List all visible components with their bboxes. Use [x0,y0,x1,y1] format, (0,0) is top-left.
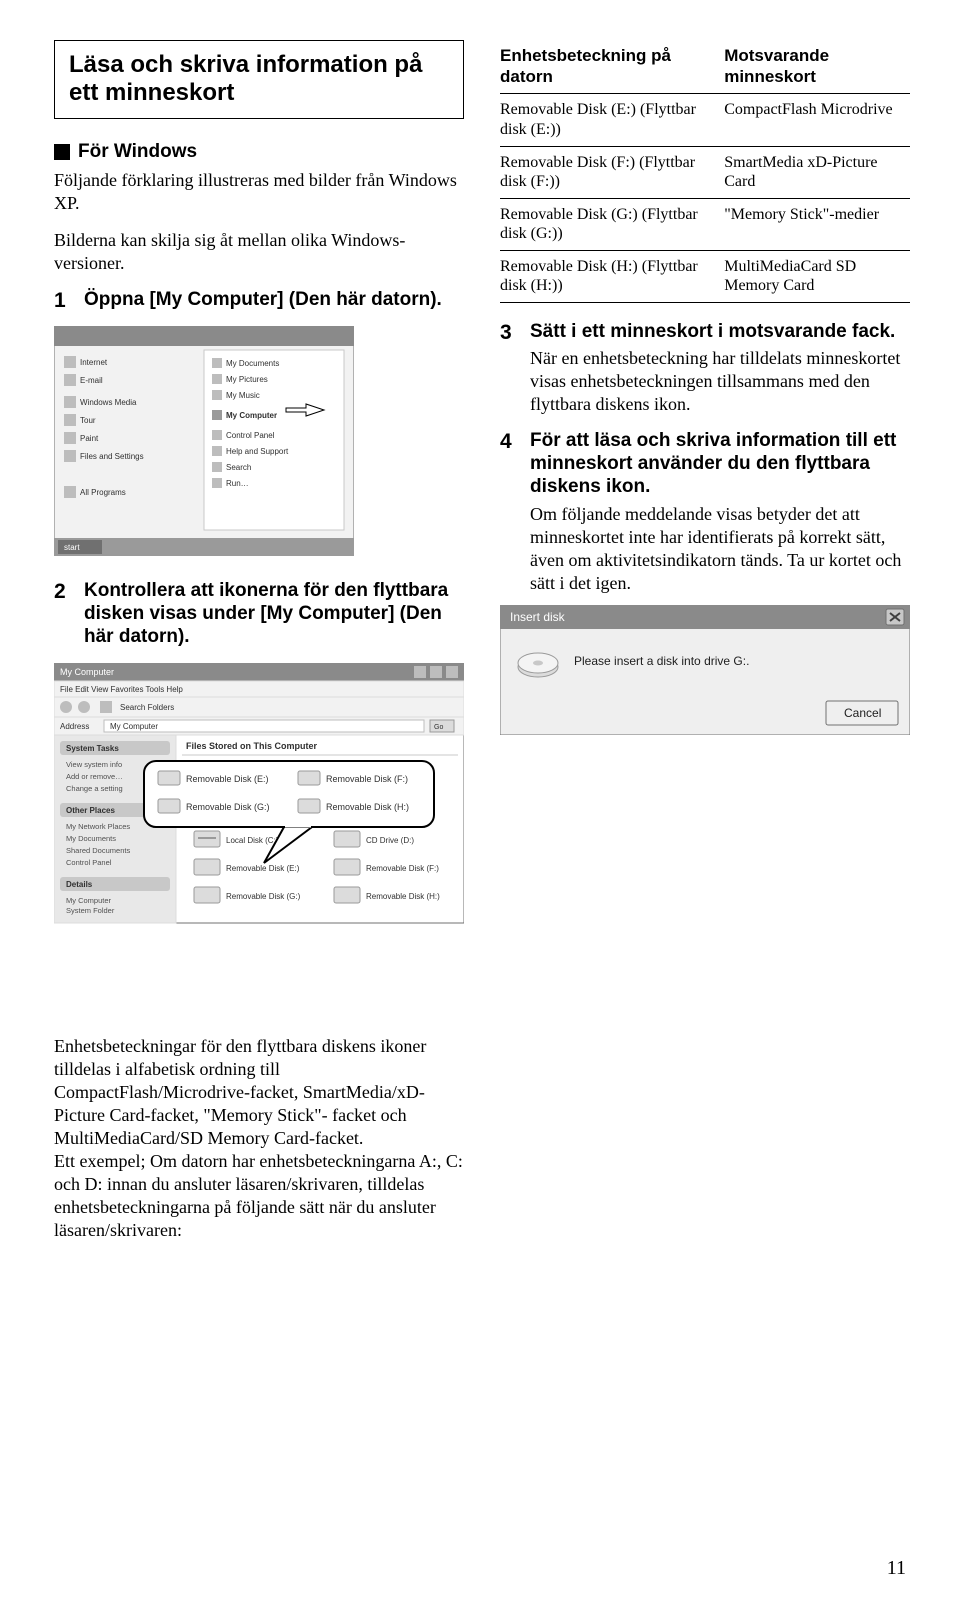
svg-text:My Network Places: My Network Places [66,822,130,831]
table-row: Removable Disk (H:) (Flyttbar disk (H:))… [500,250,910,302]
os-heading-text: För Windows [78,141,197,163]
svg-text:Files Stored on This Computer: Files Stored on This Computer [186,741,318,751]
svg-text:Search Folders: Search Folders [120,703,174,712]
step-3-title: Sätt i ett minneskort i motsvarande fack… [530,321,910,344]
table-head-1: Enhetsbeteckning på datorn [500,40,724,94]
dialog-title: Insert disk [510,610,566,624]
step-3: 3 Sätt i ett minneskort i motsvarande fa… [500,321,910,417]
svg-text:E-mail: E-mail [80,376,103,385]
svg-text:start: start [64,543,80,552]
figure-my-computer: My Computer File Edit View Favorites Too… [54,663,464,983]
svg-text:Paint: Paint [80,434,99,443]
step-2: 2 Kontrollera att ikonerna för den flytt… [54,580,464,652]
dialog-message: Please insert a disk into drive G:. [574,654,749,668]
footer-paragraph: Enhetsbeteckningar för den flyttbara dis… [54,1035,464,1242]
svg-text:Other Places: Other Places [66,806,115,815]
svg-text:Go: Go [434,724,443,731]
step-2-title: Kontrollera att ikonerna för den flyttba… [84,580,464,648]
figure-insert-disk-dialog: Insert disk Please insert a disk into dr… [500,605,910,735]
svg-text:Local Disk (C:): Local Disk (C:) [226,836,279,845]
svg-text:My Computer: My Computer [110,722,158,731]
step-4: 4 För att läsa och skriva information ti… [500,430,910,595]
svg-text:System Tasks: System Tasks [66,744,119,753]
svg-text:Removable Disk (H:): Removable Disk (H:) [366,892,440,901]
svg-text:Details: Details [66,880,93,889]
table-row: Removable Disk (E:) (Flyttbar disk (E:))… [500,94,910,146]
step-3-num: 3 [500,321,520,417]
callout-drive-g: Removable Disk (G:) [186,802,270,812]
intro-line-1: Följande förklaring illustreras med bild… [54,169,464,215]
svg-text:Change a setting: Change a setting [66,784,123,793]
svg-text:Tour: Tour [80,416,96,425]
page-number: 11 [887,1557,906,1580]
table-head-2: Motsvarande minneskort [724,40,910,94]
table-row: Removable Disk (F:) (Flyttbar disk (F:))… [500,146,910,198]
svg-text:CD Drive (D:): CD Drive (D:) [366,836,414,845]
svg-text:View system info: View system info [66,760,122,769]
svg-text:My Computer: My Computer [60,667,114,677]
svg-text:Run…: Run… [226,479,249,488]
svg-text:Address: Address [60,722,89,731]
svg-text:Cancel: Cancel [844,706,881,720]
svg-text:Help and Support: Help and Support [226,447,289,456]
figure-start-menu: Internet E-mail Windows Media Tour Paint… [54,326,464,556]
table-row: Removable Disk (G:) (Flyttbar disk (G:))… [500,198,910,250]
step-2-num: 2 [54,580,74,652]
svg-text:My Computer: My Computer [226,411,277,420]
svg-text:Windows Media: Windows Media [80,398,137,407]
svg-text:My Documents: My Documents [66,834,116,843]
svg-text:Files and Settings: Files and Settings [80,452,144,461]
svg-text:My Pictures: My Pictures [226,375,268,384]
svg-text:My Computer: My Computer [66,896,112,905]
square-bullet-icon [54,144,70,160]
step-4-num: 4 [500,430,520,595]
svg-text:File Edit View Favorites: File Edit View Favorites Tools Help [60,685,183,694]
svg-text:My Music: My Music [226,391,260,400]
svg-text:Add or remove…: Add or remove… [66,772,123,781]
callout-drive-f: Removable Disk (F:) [326,774,408,784]
svg-text:Removable Disk (E:): Removable Disk (E:) [226,864,300,873]
svg-text:Shared Documents: Shared Documents [66,846,130,855]
svg-text:My Documents: My Documents [226,359,279,368]
drive-mapping-table: Enhetsbeteckning på datorn Motsvarande m… [500,40,910,303]
step-1-title: Öppna [My Computer] (Den här datorn). [84,289,464,312]
svg-text:Search: Search [226,463,251,472]
page-title: Läsa och skriva information på ett minne… [54,40,464,119]
svg-text:Internet: Internet [80,358,108,367]
step-1-num: 1 [54,289,74,316]
svg-text:Removable Disk (G:): Removable Disk (G:) [226,892,301,901]
step-3-desc: När en enhetsbeteckning har tilldelats m… [530,347,910,416]
os-heading: För Windows [54,141,464,163]
callout-drive-h: Removable Disk (H:) [326,802,409,812]
svg-text:System Folder: System Folder [66,906,115,915]
step-4-title: För att läsa och skriva information till… [530,430,910,498]
step-1: 1 Öppna [My Computer] (Den här datorn). [54,289,464,316]
callout-drive-e: Removable Disk (E:) [186,774,269,784]
svg-text:Removable Disk (F:): Removable Disk (F:) [366,864,439,873]
svg-text:Control Panel: Control Panel [66,858,112,867]
step-4-desc: Om följande meddelande visas betyder det… [530,503,910,595]
intro-line-2: Bilderna kan skilja sig åt mellan olika … [54,229,464,275]
svg-text:Control Panel: Control Panel [226,431,275,440]
svg-text:All Programs: All Programs [80,488,126,497]
